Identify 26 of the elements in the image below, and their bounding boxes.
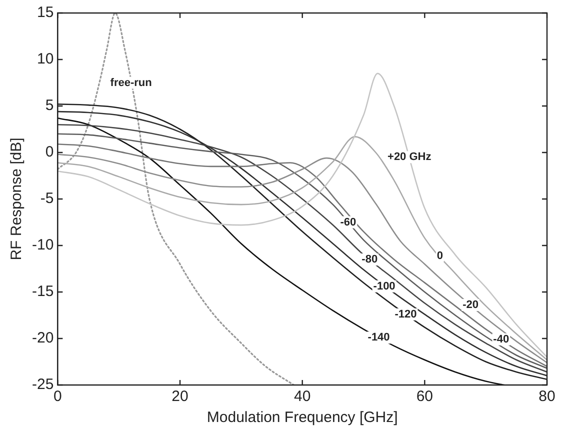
x-tick-label: 20 (172, 388, 188, 406)
annotation: -80 (362, 253, 378, 266)
annotation: 0 (436, 250, 444, 262)
x-tick-label: 80 (538, 388, 556, 406)
y-tick-label: -5 (40, 190, 54, 208)
annotation: -140 (368, 332, 390, 344)
y-tick-label: 10 (36, 50, 54, 68)
annotation: -120 (394, 308, 417, 320)
annotation: +20 GHz (388, 151, 432, 164)
y-tick-label: 0 (45, 144, 54, 161)
y-tick-label: -20 (32, 330, 54, 347)
line-series (58, 72, 547, 358)
x-tick-label: 40 (294, 388, 311, 406)
y-tick-label: -10 (32, 236, 54, 254)
y-tick-label: -25 (32, 376, 54, 394)
y-tick-label: 15 (36, 4, 54, 22)
annotation: -100 (373, 280, 396, 292)
x-axis-title: Modulation Frequency [GHz] (206, 409, 398, 426)
annotation: -60 (340, 216, 356, 228)
annotation: free-run (110, 76, 152, 89)
annotation: -40 (493, 333, 510, 346)
annotation: -20 (462, 299, 478, 312)
y-axis-title: RF Response [dB] (8, 138, 26, 260)
y-tick-label: -15 (32, 283, 54, 300)
x-tick-label: 60 (416, 388, 434, 406)
y-tick-label: 5 (45, 97, 54, 114)
